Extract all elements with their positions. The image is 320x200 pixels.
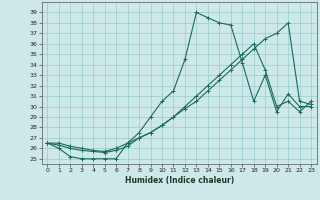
X-axis label: Humidex (Indice chaleur): Humidex (Indice chaleur): [124, 176, 234, 185]
